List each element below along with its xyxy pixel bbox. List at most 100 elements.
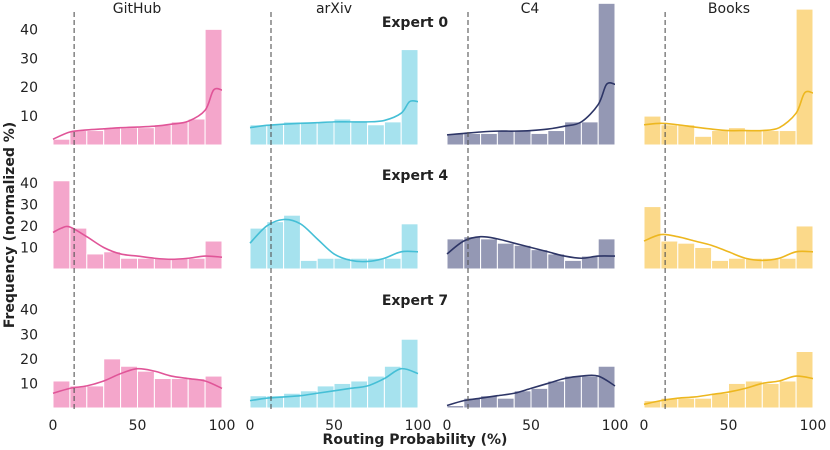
titles-layer: GitHub arXiv C4 Books Expert 0 Expert 4 … bbox=[2, 1, 750, 448]
y-tick-expert-4-20: 20 bbox=[20, 219, 38, 235]
x-tick-books-0: 0 bbox=[640, 418, 649, 434]
x-tick-arxiv-100: 100 bbox=[405, 418, 432, 434]
column-title-books: Books bbox=[708, 1, 750, 17]
y-tick-expert-7-40: 40 bbox=[20, 303, 38, 319]
x-tick-books-50: 50 bbox=[720, 418, 738, 434]
kde-line-expert-0-github bbox=[52, 87, 223, 140]
bar-expert-4-github-bin-8 bbox=[187, 257, 206, 270]
bar-expert-4-books-bin-9 bbox=[795, 225, 814, 270]
bar-expert-4-c4-bin-5 bbox=[530, 249, 549, 270]
column-title-github: GitHub bbox=[113, 1, 162, 17]
bar-expert-7-github-bin-3 bbox=[103, 358, 122, 409]
kde-line-expert-4-c4 bbox=[446, 235, 616, 260]
bar-expert-7-c4-bin-3 bbox=[496, 397, 515, 409]
bar-expert-4-c4-bin-2 bbox=[480, 238, 498, 270]
bar-expert-7-github-bin-5 bbox=[137, 370, 155, 409]
kde-line-expert-0-c4 bbox=[446, 82, 616, 136]
kde-line-expert-7-arxiv bbox=[249, 367, 419, 402]
column-title-c4: C4 bbox=[521, 1, 540, 17]
bar-expert-7-arxiv-bin-4 bbox=[316, 385, 335, 409]
bar-expert-7-books-bin-8 bbox=[778, 380, 797, 409]
bar-expert-0-github-bin-7 bbox=[170, 121, 189, 146]
bar-expert-7-books-bin-9 bbox=[795, 351, 814, 409]
bar-expert-4-arxiv-bin-4 bbox=[316, 257, 335, 270]
y-tick-expert-0-40: 40 bbox=[20, 22, 38, 38]
bar-expert-4-books-bin-1 bbox=[660, 240, 679, 270]
x-tick-c4-50: 50 bbox=[522, 418, 540, 434]
x-tick-arxiv-0: 0 bbox=[246, 418, 255, 434]
bar-expert-0-books-bin-3 bbox=[694, 135, 713, 146]
bar-expert-0-books-bin-8 bbox=[778, 130, 797, 146]
bar-expert-7-arxiv-bin-7 bbox=[367, 375, 385, 409]
bar-expert-7-c4-bin-5 bbox=[530, 387, 549, 409]
bar-expert-4-github-bin-5 bbox=[137, 257, 155, 270]
bar-expert-0-arxiv-bin-4 bbox=[316, 121, 335, 146]
kde-line-expert-7-books bbox=[643, 375, 814, 406]
bar-expert-0-arxiv-bin-1 bbox=[266, 124, 285, 146]
bar-expert-4-github-bin-3 bbox=[103, 251, 122, 270]
bar-expert-4-github-bin-9 bbox=[204, 240, 223, 270]
x-axis-label: Routing Probability (%) bbox=[323, 432, 508, 448]
bar-expert-4-c4-bin-7 bbox=[564, 259, 582, 270]
x-tick-arxiv-50: 50 bbox=[325, 418, 343, 434]
bar-expert-7-books-bin-5 bbox=[728, 382, 746, 409]
bar-expert-0-books-bin-2 bbox=[677, 124, 696, 146]
x-tick-books-100: 100 bbox=[800, 418, 827, 434]
bar-expert-7-github-bin-8 bbox=[187, 378, 206, 409]
bar-expert-4-c4-bin-1 bbox=[463, 236, 482, 270]
y-tick-expert-0-30: 30 bbox=[20, 51, 38, 67]
bar-expert-0-c4-bin-3 bbox=[496, 130, 515, 146]
column-title-arxiv: arXiv bbox=[316, 1, 352, 17]
bar-expert-0-arxiv-bin-3 bbox=[299, 121, 318, 146]
bar-expert-7-c4-bin-9 bbox=[597, 365, 616, 409]
bar-expert-0-c4-bin-8 bbox=[580, 121, 599, 146]
bar-expert-7-c4-bin-7 bbox=[564, 375, 582, 409]
bar-expert-7-arxiv-bin-5 bbox=[333, 382, 352, 409]
kde-layer bbox=[52, 82, 814, 407]
bar-expert-7-github-bin-1 bbox=[69, 385, 88, 409]
bar-expert-0-books-bin-6 bbox=[744, 130, 763, 146]
x-tick-c4-0: 0 bbox=[443, 418, 452, 434]
bar-expert-0-github-bin-8 bbox=[187, 118, 206, 146]
bar-expert-0-c4-bin-9 bbox=[597, 2, 616, 146]
bar-expert-7-books-bin-2 bbox=[677, 397, 696, 409]
bars-layer bbox=[52, 2, 814, 409]
bar-expert-0-books-bin-1 bbox=[660, 124, 679, 146]
bar-expert-0-github-bin-4 bbox=[120, 127, 138, 146]
y-tick-expert-0-10: 10 bbox=[20, 109, 38, 125]
bar-expert-0-arxiv-bin-2 bbox=[283, 121, 301, 146]
bar-expert-7-books-bin-7 bbox=[761, 382, 780, 409]
bar-expert-0-github-bin-1 bbox=[69, 130, 88, 146]
bar-expert-0-c4-bin-6 bbox=[547, 130, 566, 146]
bar-expert-7-arxiv-bin-0 bbox=[249, 395, 268, 409]
bar-expert-4-arxiv-bin-9 bbox=[400, 223, 419, 270]
bar-expert-7-c4-bin-8 bbox=[580, 375, 599, 409]
bar-expert-7-c4-bin-0 bbox=[446, 405, 465, 409]
y-tick-expert-7-30: 30 bbox=[20, 327, 38, 343]
bar-expert-4-books-bin-2 bbox=[677, 242, 696, 270]
y-tick-expert-4-30: 30 bbox=[20, 197, 38, 213]
bar-expert-0-github-bin-2 bbox=[86, 130, 105, 146]
bar-expert-0-books-bin-0 bbox=[643, 115, 662, 146]
y-axis-label: Frequency (normalized %) bbox=[2, 122, 18, 328]
bar-expert-7-github-bin-9 bbox=[204, 375, 223, 409]
bar-expert-0-c4-bin-4 bbox=[513, 130, 532, 146]
x-tick-github-0: 0 bbox=[49, 418, 58, 434]
threshold-lines-layer bbox=[73, 12, 666, 410]
bar-expert-0-github-bin-9 bbox=[204, 28, 223, 146]
bar-expert-0-github-bin-0 bbox=[52, 138, 71, 146]
bar-expert-4-books-bin-5 bbox=[728, 257, 746, 270]
bar-expert-7-arxiv-bin-9 bbox=[400, 338, 419, 409]
bar-expert-0-arxiv-bin-6 bbox=[350, 121, 369, 146]
bar-expert-4-arxiv-bin-3 bbox=[299, 259, 318, 270]
bar-expert-4-books-bin-8 bbox=[778, 257, 797, 270]
row-title-expert-7: Expert 7 bbox=[382, 293, 448, 309]
bar-expert-7-books-bin-4 bbox=[711, 392, 729, 409]
y-tick-expert-4-10: 10 bbox=[20, 240, 38, 256]
bar-expert-0-arxiv-bin-5 bbox=[333, 118, 352, 146]
tick-labels-layer: 10 20 30 40 10 20 30 40 10 20 30 40 0 50 100 0 50 100 0 50 1… bbox=[20, 22, 826, 434]
kde-line-expert-7-github bbox=[52, 367, 223, 395]
bar-expert-4-github-bin-4 bbox=[120, 257, 138, 270]
bar-expert-0-c4-bin-2 bbox=[480, 132, 498, 146]
